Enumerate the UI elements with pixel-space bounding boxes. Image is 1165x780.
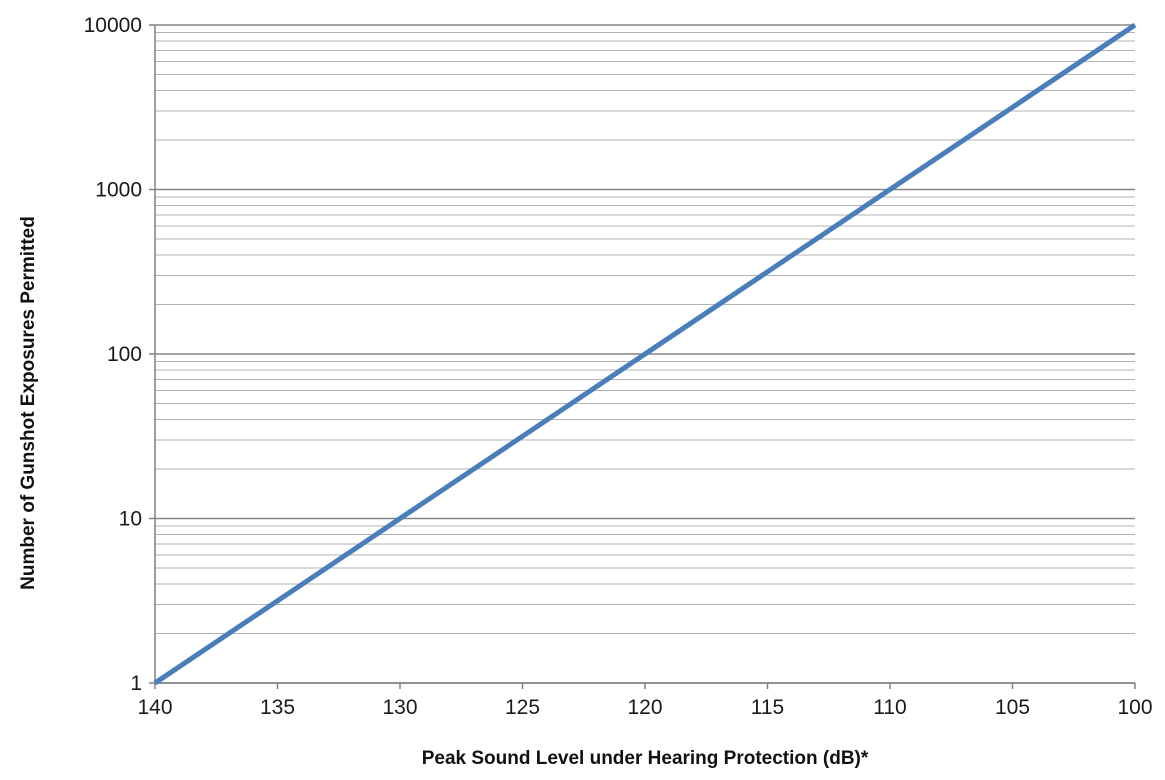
x-tick-label: 120 (627, 696, 662, 719)
x-tick-label: 110 (873, 696, 906, 719)
x-tick-label: 105 (995, 696, 1030, 719)
x-tick-label: 115 (751, 696, 784, 719)
y-tick-label: 1 (130, 672, 142, 695)
x-tick-labels: 140 135 130 125 120 115 110 105 100 (137, 696, 1152, 719)
y-tick-label: 1000 (95, 179, 142, 202)
series-layer (153, 22, 1137, 686)
y-axis-title: Number of Gunshot Exposures Permitted (18, 216, 39, 590)
grid (155, 24, 1135, 684)
y-tick-label: 100 (107, 343, 142, 366)
y-tick-labels: 1 10 100 1000 10000 (84, 14, 142, 695)
y-tick-label: 10000 (84, 14, 142, 37)
y-tick-label: 10 (119, 508, 142, 531)
x-tick-label: 135 (260, 696, 295, 719)
x-axis-title: Peak Sound Level under Hearing Protectio… (422, 748, 869, 769)
axes (149, 24, 1136, 689)
x-tick-label: 140 (137, 696, 172, 719)
x-tick-label: 100 (1117, 696, 1152, 719)
x-tick-label: 130 (382, 696, 417, 719)
series-line (153, 22, 1137, 686)
x-tick-label: 125 (505, 696, 540, 719)
